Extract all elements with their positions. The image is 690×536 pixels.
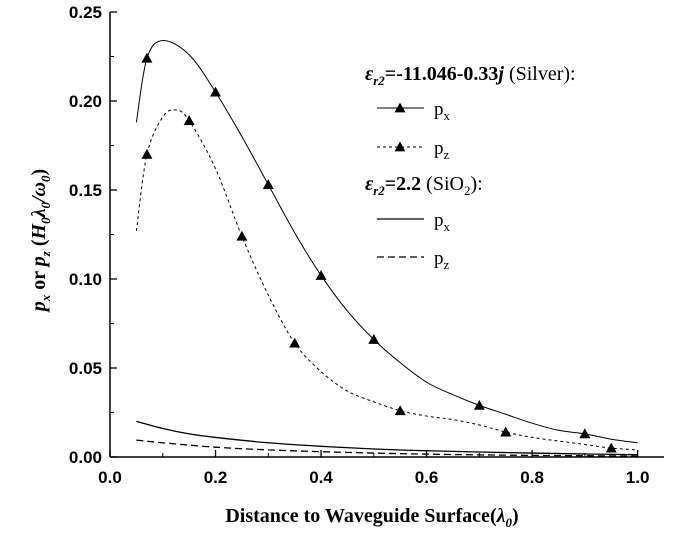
data-point-silver-px xyxy=(315,269,327,280)
legend-label-sio2-px: px xyxy=(434,210,451,234)
legend-label-sio2-pz: pz xyxy=(434,248,450,272)
x-tick-label: 0.0 xyxy=(98,468,122,487)
y-tick-label: 0.25 xyxy=(69,3,102,22)
data-point-silver-pz xyxy=(141,148,153,159)
data-point-silver-px xyxy=(141,52,153,63)
x-tick-label: 0.4 xyxy=(309,468,333,487)
series-line-sio2-pz xyxy=(136,439,638,457)
series-line-silver-px xyxy=(135,39,638,444)
data-point-silver-px xyxy=(210,86,222,97)
x-tick-label: 0.8 xyxy=(520,468,544,487)
y-tick-label: 0.10 xyxy=(69,270,102,289)
y-tick-label: 0.15 xyxy=(69,181,102,200)
series-line-silver-pz xyxy=(135,109,638,451)
y-tick-label: 0.00 xyxy=(69,448,102,467)
y-tick-label: 0.05 xyxy=(69,359,102,378)
series-layer xyxy=(135,39,638,457)
data-point-silver-pz xyxy=(289,337,301,348)
legend-marker-silver-px xyxy=(394,102,406,113)
data-point-silver-pz xyxy=(605,442,617,453)
data-point-silver-pz xyxy=(394,405,406,416)
legend-label-silver-px: px xyxy=(434,99,451,123)
x-tick-label: 0.6 xyxy=(415,468,439,487)
legend: εr2=-11.046-0.33j (Silver): px pz εr2=2.… xyxy=(365,63,576,272)
legend-group-silver-title: εr2=-11.046-0.33j (Silver): xyxy=(365,63,576,88)
legend-label-silver-pz: pz xyxy=(434,138,450,162)
x-tick-label: 0.2 xyxy=(204,468,228,487)
legend-triangle-marker xyxy=(394,141,406,152)
series-line-sio2-px xyxy=(136,420,638,456)
x-axis-title-sub: 0 xyxy=(506,515,513,530)
x-axis-title: Distance to Waveguide Surface(λ0) xyxy=(225,505,518,530)
data-point-silver-px xyxy=(473,399,485,410)
legend-group-sio2-title: εr2=2.2 (SiO2): xyxy=(365,173,483,198)
x-axis-title-main: Distance to Waveguide Surface( xyxy=(225,505,497,527)
data-point-silver-px xyxy=(368,334,380,344)
data-point-silver-pz xyxy=(236,230,248,241)
legend-triangle-marker xyxy=(394,102,406,113)
markers-layer xyxy=(141,52,617,453)
data-point-silver-pz xyxy=(500,426,512,437)
y-tick-label: 0.20 xyxy=(69,92,102,111)
data-point-silver-px xyxy=(579,428,591,439)
data-point-silver-px xyxy=(262,179,274,190)
legend-marker-silver-pz xyxy=(394,141,406,152)
x-tick-label: 1.0 xyxy=(626,468,650,487)
y-axis-title: px or pz (H0λ0/ω0) xyxy=(28,169,53,313)
x-axis-title-var: λ xyxy=(496,505,506,527)
x-axis-title-close: ) xyxy=(512,505,519,527)
data-point-silver-pz xyxy=(183,115,195,125)
axis-ticks: 0.0 0.2 0.4 0.6 0.8 1.0 0.00 0.05 0.10 0.15 0.20 0.… xyxy=(69,3,650,487)
